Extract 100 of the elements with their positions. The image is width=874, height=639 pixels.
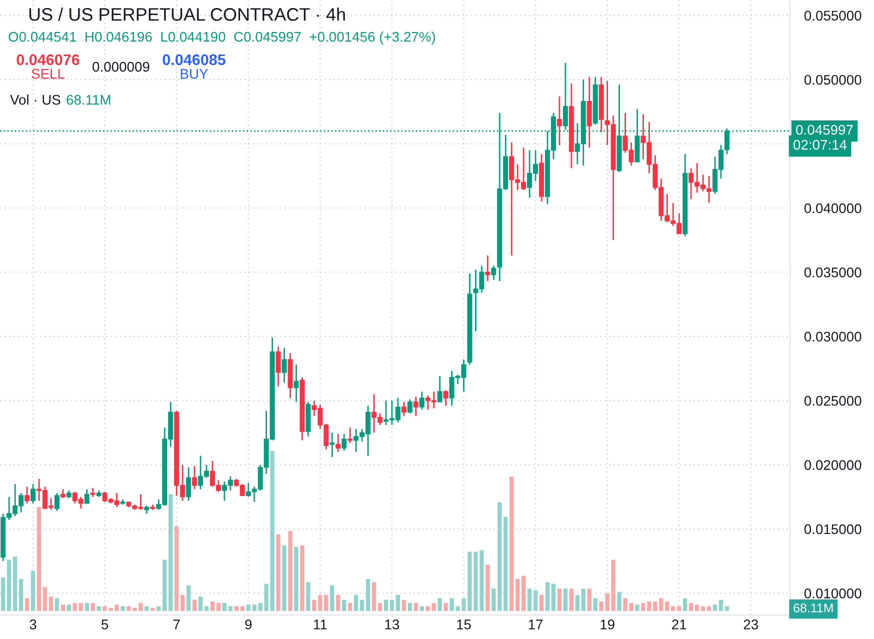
annotation: 0.000009 (92, 62, 150, 72)
bar (354, 595, 358, 611)
candlestick (192, 465, 198, 490)
candlestick (562, 62, 568, 130)
candlestick (437, 375, 442, 403)
bar (78, 603, 83, 611)
annotation: O0.044541 H0.046196 L0.044190 C0.045997 +0.001456 (+3.27%) (8, 32, 435, 44)
bar (587, 588, 592, 611)
annotation: Vol · US (10, 94, 60, 105)
candlestick (336, 433, 341, 453)
text: 02:07:14 (794, 140, 847, 150)
bar (84, 603, 89, 611)
bar (276, 534, 280, 611)
candlestick (485, 254, 490, 282)
bar (617, 592, 622, 611)
bar (498, 502, 502, 611)
bar (48, 596, 54, 611)
bar (510, 476, 514, 611)
bar (402, 600, 406, 611)
chart-title: US / US PERPETUAL CONTRACT · 4h (29, 8, 345, 21)
bar (545, 582, 550, 611)
y-tick-label: 0.050000 (804, 74, 862, 85)
candlestick (342, 433, 347, 452)
bar (688, 603, 694, 611)
bar (306, 582, 310, 611)
bar (210, 601, 215, 611)
candlestick (348, 426, 353, 444)
bar (384, 600, 388, 611)
bar (228, 606, 233, 611)
bar (168, 494, 173, 611)
bar (234, 606, 239, 611)
bar (66, 604, 72, 611)
bar (330, 585, 334, 611)
bar (294, 547, 298, 611)
bar (635, 604, 640, 611)
bar (551, 584, 556, 611)
bar (665, 601, 670, 611)
bar (204, 606, 209, 611)
bar (246, 604, 250, 611)
y-tick-label: 0.030000 (804, 332, 862, 342)
bar (694, 604, 700, 611)
bar (144, 606, 149, 611)
bar (12, 556, 18, 611)
candlestick (54, 492, 60, 512)
y-tick-label: 0.025000 (804, 396, 862, 406)
x-tick-label: 23 (744, 620, 758, 630)
text: 68.11M (794, 604, 833, 612)
candlestick (401, 401, 406, 417)
bar (700, 606, 706, 611)
bar (300, 545, 304, 611)
candlestick (556, 96, 562, 146)
annotation: BUY (180, 69, 208, 79)
x-tick-label: 17 (528, 620, 543, 630)
candlestick (330, 432, 335, 458)
bar (120, 606, 125, 611)
bar (486, 564, 490, 611)
candlestick (282, 347, 287, 384)
candlestick (419, 390, 424, 410)
annotation: 0.046085 (162, 54, 226, 66)
bar (593, 598, 598, 611)
x-tick-label: 15 (457, 620, 471, 630)
bar (96, 606, 101, 611)
bar (192, 600, 197, 611)
bar (282, 545, 286, 611)
candlestick (276, 346, 281, 388)
annotation: 0.046076 (16, 54, 80, 66)
bar (372, 582, 376, 611)
x-tick-label: 3 (30, 620, 36, 630)
y-tick-label: 0.040000 (804, 203, 862, 214)
candlestick (294, 364, 299, 403)
annotation: 68.11M (66, 94, 110, 105)
x-tick-label: 7 (173, 620, 180, 630)
bar (706, 606, 712, 611)
annotation: SELL (32, 68, 65, 79)
ref-line-label: 0.045997 (796, 124, 853, 135)
candlestick (30, 483, 36, 504)
bar (569, 588, 574, 611)
bar (180, 595, 185, 611)
bar (527, 588, 532, 611)
x-tick-label: 21 (672, 620, 686, 630)
bar (682, 598, 688, 611)
candlestick (491, 265, 496, 281)
bar (539, 595, 544, 611)
bar (366, 579, 370, 611)
bar (348, 603, 352, 611)
bar (42, 587, 48, 611)
y-tick-label: 0.010000 (804, 588, 862, 598)
bar (563, 588, 568, 611)
y-tick-label: 0.020000 (804, 460, 862, 470)
bar (198, 596, 203, 611)
bar (515, 579, 520, 611)
bar (24, 598, 30, 611)
x-tick-label: 9 (245, 620, 252, 630)
bar (557, 588, 562, 611)
bar (1, 577, 6, 611)
candlestick (186, 466, 192, 502)
bar (150, 608, 155, 611)
bar (378, 603, 382, 611)
x-tick-label: 19 (600, 620, 614, 630)
y-tick-label: 0.035000 (804, 268, 862, 278)
